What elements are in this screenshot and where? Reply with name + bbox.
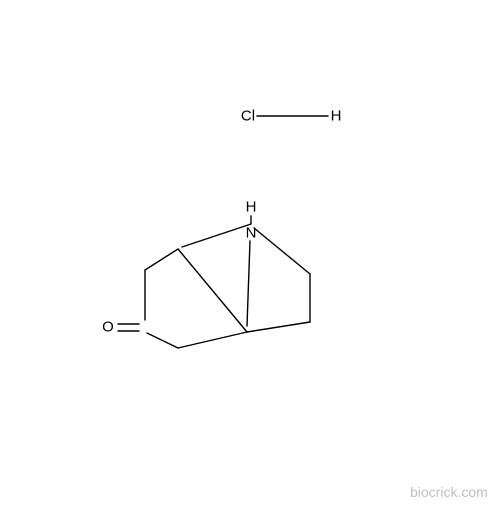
bond-lines xyxy=(0,0,500,500)
nitrogen-label: N xyxy=(246,225,257,242)
oxygen-label: O xyxy=(102,319,114,336)
nh-hydrogen-label: H xyxy=(246,199,257,216)
chemistry-canvas: Cl H N H O biocrick.com xyxy=(0,0,500,500)
hcl-cl-label: Cl xyxy=(241,108,255,125)
hcl-h-label: H xyxy=(331,108,342,125)
watermark-text: biocrick.com xyxy=(410,484,488,500)
